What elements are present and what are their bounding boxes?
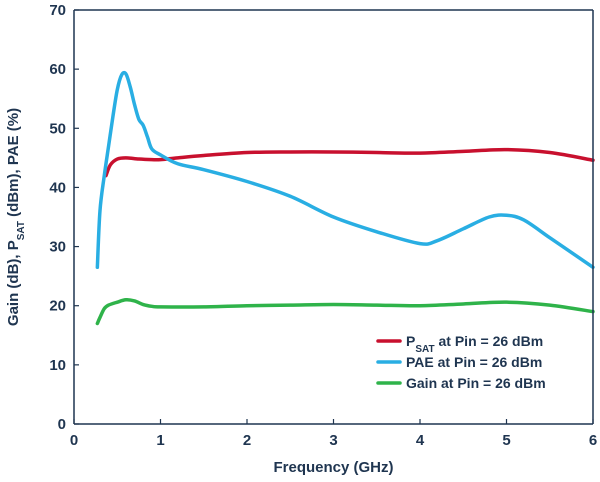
y-axis-title-prefix: Gain (dB), P — [5, 240, 22, 326]
legend-item-pae: PAE at Pin = 26 dBm — [376, 354, 542, 370]
y-tick-label: 0 — [58, 416, 66, 433]
x-tick-label: 5 — [502, 432, 510, 449]
x-tick-label: 2 — [243, 432, 251, 449]
legend-label-psat-subscript: SAT — [415, 344, 434, 355]
series-line-gain — [95, 298, 595, 326]
legend-label-gain-text: Gain at Pin = 26 dBm — [406, 375, 546, 391]
legend-item-gain: Gain at Pin = 26 dBm — [376, 375, 546, 391]
y-tick-label: 50 — [49, 120, 66, 137]
legend-label-psat-prefix: P — [406, 333, 415, 349]
x-tick-label: 3 — [329, 432, 337, 449]
x-tick-label: 4 — [416, 432, 425, 449]
legend-label-pae-text: PAE at Pin = 26 dBm — [406, 354, 542, 370]
y-axis-title: Gain (dB), PSAT (dBm), PAE (%) — [5, 108, 27, 326]
legend: PSAT at Pin = 26 dBm PAE at Pin = 26 dBm… — [376, 333, 546, 391]
y-tick-label: 60 — [49, 61, 66, 78]
x-tick-label: 6 — [589, 432, 597, 449]
legend-item-psat: PSAT at Pin = 26 dBm — [376, 333, 543, 355]
series-line-pae — [95, 70, 595, 270]
y-tick-label: 30 — [49, 239, 66, 256]
y-tick-label: 20 — [49, 298, 66, 315]
legend-label-psat: PSAT at Pin = 26 dBm — [406, 333, 543, 355]
y-axis-title-suffix: (dBm), PAE (%) — [5, 108, 22, 221]
x-tick-label: 1 — [156, 432, 164, 449]
series-layer — [95, 70, 595, 326]
y-axis-title-subscript: SAT — [16, 221, 27, 240]
y-tick-label: 10 — [49, 357, 66, 374]
y-tick-label: 70 — [49, 2, 66, 19]
x-axis-title: Frequency (GHz) — [273, 459, 393, 476]
x-tick-label: 0 — [70, 432, 78, 449]
legend-label-gain: Gain at Pin = 26 dBm — [406, 375, 546, 391]
series-line-psat — [104, 147, 595, 178]
legend-label-psat-suffix: at Pin = 26 dBm — [435, 333, 544, 349]
legend-label-pae: PAE at Pin = 26 dBm — [406, 354, 542, 370]
y-tick-label: 40 — [49, 179, 66, 196]
